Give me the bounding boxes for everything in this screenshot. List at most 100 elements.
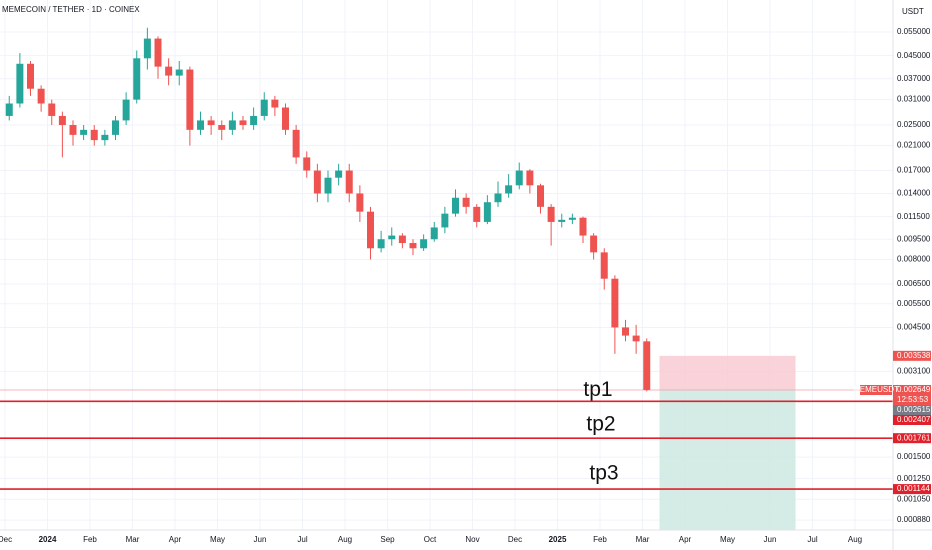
price-tag-bg xyxy=(893,433,931,444)
plot: tp1 tp2 tp3 xyxy=(0,27,893,530)
y-tick-label: 0.006500 xyxy=(897,279,931,288)
candle-body xyxy=(218,125,226,130)
candle-body xyxy=(80,129,88,135)
candle-body xyxy=(377,239,385,249)
y-tick-label: 0.014000 xyxy=(897,189,931,198)
price-tag-bg xyxy=(893,404,931,415)
y-tick-label: 0.037000 xyxy=(897,74,931,83)
price-tag: 0.002615 xyxy=(897,405,931,414)
candle-body xyxy=(5,103,13,116)
x-tick-label: Jul xyxy=(807,535,817,544)
x-tick-label: May xyxy=(210,535,225,544)
x-tick-label: Apr xyxy=(169,535,182,544)
candle-body xyxy=(547,206,555,222)
price-tag: 0.001144 xyxy=(897,484,930,493)
candle-body xyxy=(112,120,119,135)
axes: 0.055000 0.045000 0.037000 0.031000 0.025000… xyxy=(0,27,931,544)
y-tick-label: 0.025000 xyxy=(897,120,931,129)
stop-zone xyxy=(659,355,796,390)
candle-body xyxy=(27,63,34,89)
y-tick-label: 0.004500 xyxy=(897,323,931,332)
price-tag: 0.003538 xyxy=(897,351,931,360)
candle-body xyxy=(452,197,459,214)
candle-body xyxy=(367,211,374,249)
candle-body xyxy=(207,120,215,126)
price-tag: 0.001761 xyxy=(897,433,931,442)
candle-body xyxy=(611,278,619,328)
y-tick-label: 0.003100 xyxy=(897,367,931,376)
x-tick-label: May xyxy=(720,535,735,544)
candle-body xyxy=(239,120,247,126)
x-tick-label: 2024 xyxy=(39,535,57,544)
target-level-label: tp2 xyxy=(586,413,615,436)
currency-label: USDT xyxy=(902,7,924,16)
candle-body xyxy=(335,170,343,178)
candle-body xyxy=(271,99,279,108)
x-tick-label: Aug xyxy=(338,535,352,544)
candle-body xyxy=(409,243,417,249)
price-tag: 0.002649 xyxy=(897,385,931,394)
y-tick-label: 0.031000 xyxy=(897,95,931,104)
candle-body xyxy=(16,63,24,104)
x-tick-label: Mar xyxy=(636,535,650,544)
target-zone xyxy=(659,389,796,530)
x-tick-label: Nov xyxy=(465,535,479,544)
candle-body xyxy=(303,157,311,171)
candle-body xyxy=(228,120,236,130)
x-tick-label: Dec xyxy=(508,535,522,544)
candle-body xyxy=(388,235,396,240)
candle-body xyxy=(165,66,173,76)
candle-body xyxy=(250,115,258,126)
candle-body xyxy=(632,335,640,342)
candle-body xyxy=(175,69,183,76)
x-tick-label: Mar xyxy=(126,535,140,544)
candle-body xyxy=(345,170,353,194)
candle-body xyxy=(441,213,449,228)
x-tick-label: Aug xyxy=(848,535,862,544)
price-tag-bg xyxy=(893,414,931,425)
y-tick-label: 0.001500 xyxy=(897,452,931,461)
y-tick-label: 0.017000 xyxy=(897,166,931,175)
candle-body xyxy=(515,170,523,186)
symbol-tag: MEMEUSDT xyxy=(853,385,899,394)
target-level-label: tp1 xyxy=(583,378,612,401)
candle-body xyxy=(313,170,321,194)
candle-body xyxy=(505,185,513,194)
candle-body xyxy=(122,99,130,121)
x-tick-label: Jul xyxy=(297,535,307,544)
candle-body xyxy=(473,206,481,222)
candle-body xyxy=(643,341,651,390)
y-tick-label: 0.011500 xyxy=(897,212,930,221)
x-tick-label: Feb xyxy=(593,535,607,544)
x-tick-label: Dec xyxy=(0,535,12,544)
candle-body xyxy=(143,38,151,59)
x-tick-label: Apr xyxy=(679,535,692,544)
y-tick-label: 0.001250 xyxy=(897,474,931,483)
candle-body xyxy=(186,69,194,130)
candle-body xyxy=(324,177,332,194)
candle-body xyxy=(398,235,406,244)
chart-title: MEMECOIN / TETHER · 1D · COINEX xyxy=(2,5,140,14)
x-tick-label: Sep xyxy=(380,535,395,544)
y-tick-label: 0.000880 xyxy=(897,515,931,524)
candle-body xyxy=(69,125,77,135)
y-tick-label: 0.021000 xyxy=(897,141,931,150)
candle-body xyxy=(48,103,56,116)
y-tick-label: 0.005500 xyxy=(897,299,931,308)
x-tick-label: Jun xyxy=(764,535,777,544)
candle-body xyxy=(154,38,162,67)
price-tag-bg xyxy=(893,384,931,395)
x-tick-label: 2025 xyxy=(549,535,567,544)
candle-body xyxy=(356,193,364,212)
x-tick-label: Jun xyxy=(254,535,267,544)
candle-body xyxy=(197,120,204,130)
candle-body xyxy=(568,217,576,220)
price-tag: 12:53:53 xyxy=(897,395,929,404)
price-tag-bg xyxy=(893,394,931,405)
price-tag-bg xyxy=(893,350,931,361)
candle-body xyxy=(58,115,66,126)
candle-body xyxy=(260,99,268,116)
target-level-label: tp3 xyxy=(589,462,618,485)
candle-body xyxy=(600,252,608,279)
